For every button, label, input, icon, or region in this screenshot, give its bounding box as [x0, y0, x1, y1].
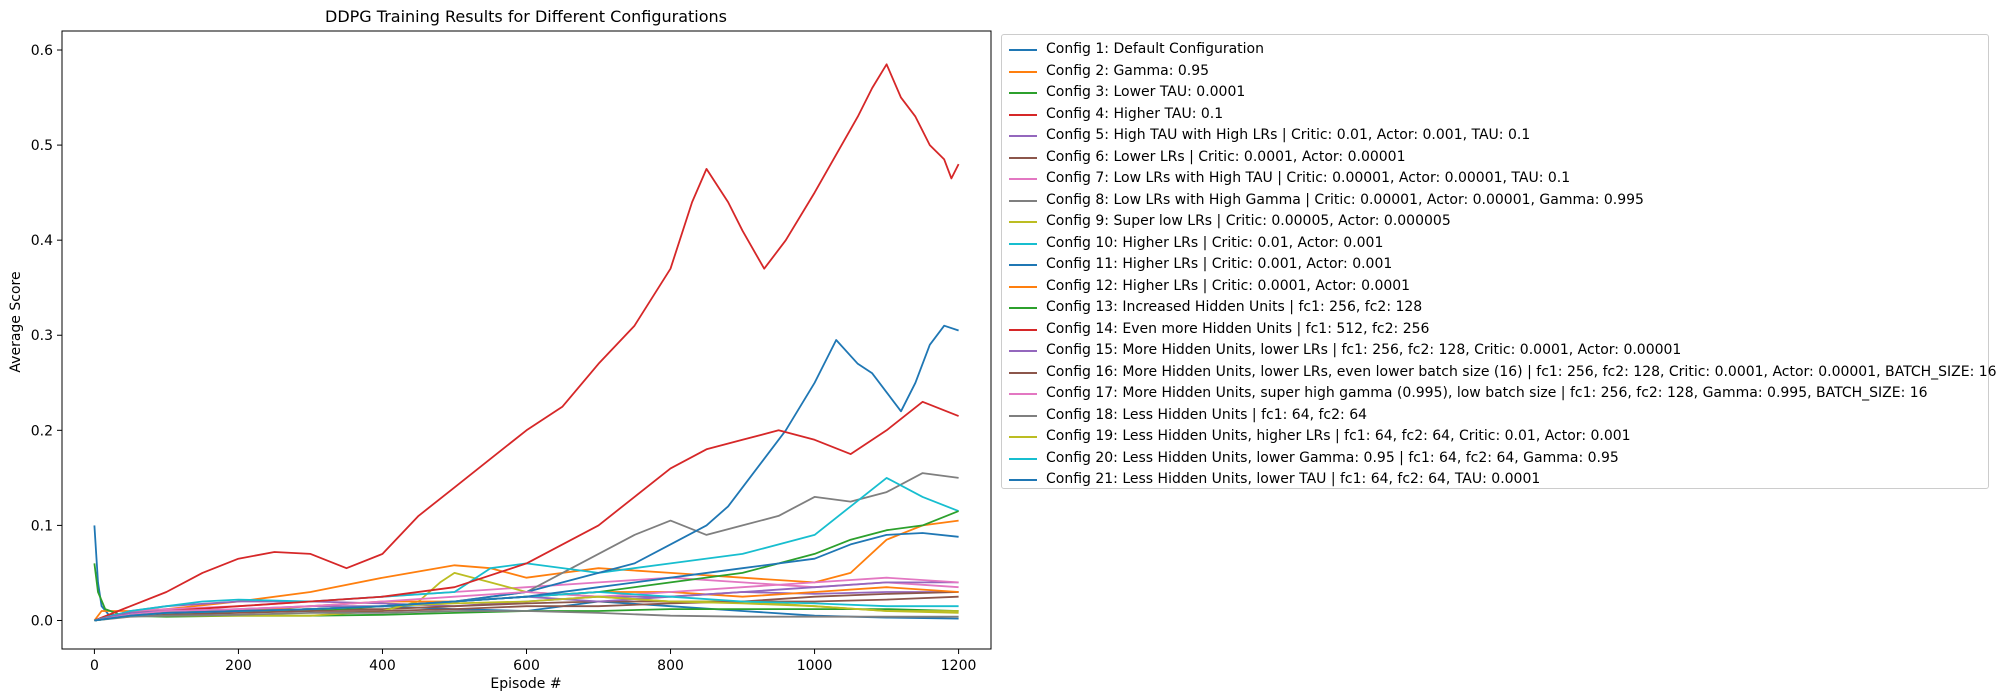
legend-swatch: [1009, 457, 1037, 460]
legend-label: Config 9: Super low LRs | Critic: 0.0000…: [1046, 213, 1451, 229]
series-line-7: [94, 576, 959, 622]
legend-swatch: [1009, 350, 1037, 352]
x-tick-label: 600: [513, 658, 540, 674]
legend-swatch: [1009, 414, 1037, 417]
legend-item: Config 16: More Hidden Units, lower LRs,…: [1002, 363, 1997, 385]
legend-item: Config 4: Higher TAU: 0.1: [1002, 105, 1988, 127]
series-line-10: [94, 476, 959, 622]
y-tick-label: 0.4: [31, 233, 53, 249]
legend-item: Config 10: Higher LRs | Critic: 0.01, Ac…: [1002, 234, 1988, 256]
legend-item: Config 6: Lower LRs | Critic: 0.0001, Ac…: [1002, 148, 1988, 170]
legend-label: Config 15: More Hidden Units, lower LRs …: [1046, 342, 1682, 358]
legend-item: Config 14: Even more Hidden Units | fc1:…: [1002, 320, 1988, 342]
series-line-8: [94, 472, 959, 622]
legend-swatch: [1009, 328, 1037, 331]
legend-item: Config 19: Less Hidden Units, higher LRs…: [1002, 427, 1988, 449]
y-tick-label: 0.6: [31, 43, 53, 59]
y-tick-label: 0.3: [31, 328, 53, 344]
legend-label: Config 3: Lower TAU: 0.0001: [1046, 84, 1246, 100]
legend-item: Config 21: Less Hidden Units, lower TAU …: [1002, 470, 1988, 492]
legend-label: Config 21: Less Hidden Units, lower TAU …: [1046, 471, 1541, 487]
legend-item: Config 9: Super low LRs | Critic: 0.0000…: [1002, 212, 1988, 234]
legend-swatch: [1009, 371, 1037, 374]
legend-swatch: [1009, 199, 1037, 202]
y-tick-label: 0.2: [31, 423, 53, 439]
series-line-4: [94, 63, 960, 622]
legend-label: Config 14: Even more Hidden Units | fc1:…: [1046, 320, 1430, 337]
x-tick-label: 1200: [941, 658, 977, 674]
x-tick-label: 400: [369, 658, 396, 674]
x-tick-label: 1000: [797, 658, 833, 674]
legend-swatch: [1009, 92, 1037, 94]
series-line-11: [94, 324, 959, 622]
legend-label: Config 4: Higher TAU: 0.1: [1046, 105, 1224, 122]
chart-title: DDPG Training Results for Different Conf…: [325, 7, 727, 26]
legend-swatch: [1009, 221, 1037, 223]
legend-label: Config 19: Less Hidden Units, higher LRs…: [1046, 428, 1631, 444]
legend-item: Config 20: Less Hidden Units, lower Gamm…: [1002, 449, 1988, 471]
legend-swatch: [1009, 135, 1037, 137]
legend-swatch: [1009, 285, 1037, 288]
legend-label: Config 7: Low LRs with High TAU | Critic…: [1046, 170, 1571, 186]
legend: Config 1: Default Configuration Config 2:…: [1001, 34, 1997, 492]
legend-label: Config 16: More Hidden Units, lower LRs,…: [1046, 363, 1997, 380]
legend-label: Config 5: High TAU with High LRs | Criti…: [1046, 127, 1531, 143]
legend-item: Config 8: Low LRs with High Gamma | Crit…: [1002, 191, 1988, 213]
legend-swatch: [1009, 49, 1037, 51]
series-line-14: [94, 400, 959, 622]
legend-item: Config 11: Higher LRs | Critic: 0.001, A…: [1002, 255, 1988, 277]
legend-item: Config 15: More Hidden Units, lower LRs …: [1002, 341, 1988, 363]
legend-item: Config 3: Lower TAU: 0.0001: [1002, 83, 1988, 105]
legend-label: Config 11: Higher LRs | Critic: 0.001, A…: [1046, 256, 1393, 272]
legend-swatch: [1009, 307, 1037, 309]
legend-label: Config 17: More Hidden Units, super high…: [1046, 385, 1928, 401]
series-line-21: [94, 532, 959, 622]
legend-label: Config 18: Less Hidden Units | fc1: 64, …: [1046, 406, 1368, 423]
legend-swatch: [1009, 156, 1037, 159]
legend-swatch: [1009, 264, 1037, 266]
legend-swatch: [1009, 70, 1037, 73]
legend-item: Config 7: Low LRs with High TAU | Critic…: [1002, 169, 1988, 191]
legend-item: Config 12: Higher LRs | Critic: 0.0001, …: [1002, 277, 1988, 299]
plot-area: [61, 30, 992, 650]
x-tick-label: 200: [225, 658, 252, 674]
y-tick-label: 0.1: [31, 518, 53, 534]
series-line-18: [94, 610, 959, 622]
legend-label: Config 8: Low LRs with High Gamma | Crit…: [1046, 191, 1644, 208]
x-tick-label: 0: [90, 658, 99, 674]
legend-swatch: [1009, 113, 1037, 116]
legend-swatch: [1009, 436, 1037, 438]
legend-item: Config 5: High TAU with High LRs | Criti…: [1002, 126, 1988, 148]
x-axis-label: Episode #: [490, 676, 561, 692]
legend-item: Config 2: Gamma: 0.95: [1002, 62, 1988, 84]
y-tick-label: 0.5: [31, 138, 53, 154]
legend-swatch: [1009, 479, 1037, 481]
legend-label: Config 10: Higher LRs | Critic: 0.01, Ac…: [1046, 234, 1384, 251]
series-line-17: [94, 576, 959, 622]
legend-label: Config 20: Less Hidden Units, lower Gamm…: [1046, 449, 1619, 466]
legend-item: Config 18: Less Hidden Units | fc1: 64, …: [1002, 406, 1988, 428]
series-line-16: [94, 595, 959, 622]
legend-label: Config 12: Higher LRs | Critic: 0.0001, …: [1046, 277, 1411, 294]
legend-item: Config 13: Increased Hidden Units | fc1:…: [1002, 298, 1988, 320]
legend-label: Config 6: Lower LRs | Critic: 0.0001, Ac…: [1046, 148, 1406, 165]
legend-swatch: [1009, 242, 1037, 245]
legend-label: Config 13: Increased Hidden Units | fc1:…: [1046, 299, 1423, 315]
legend-item: Config 17: More Hidden Units, super high…: [1002, 384, 1988, 406]
legend-swatch: [1009, 178, 1037, 180]
y-axis-label: Average Score: [8, 271, 24, 372]
legend-item: Config 1: Default Configuration: [1002, 40, 1988, 62]
legend-swatch: [1009, 393, 1037, 395]
y-tick-label: 0.0: [31, 613, 53, 629]
legend-label: Config 1: Default Configuration: [1046, 41, 1264, 57]
x-tick-label: 800: [657, 658, 684, 674]
legend-label: Config 2: Gamma: 0.95: [1046, 62, 1210, 79]
